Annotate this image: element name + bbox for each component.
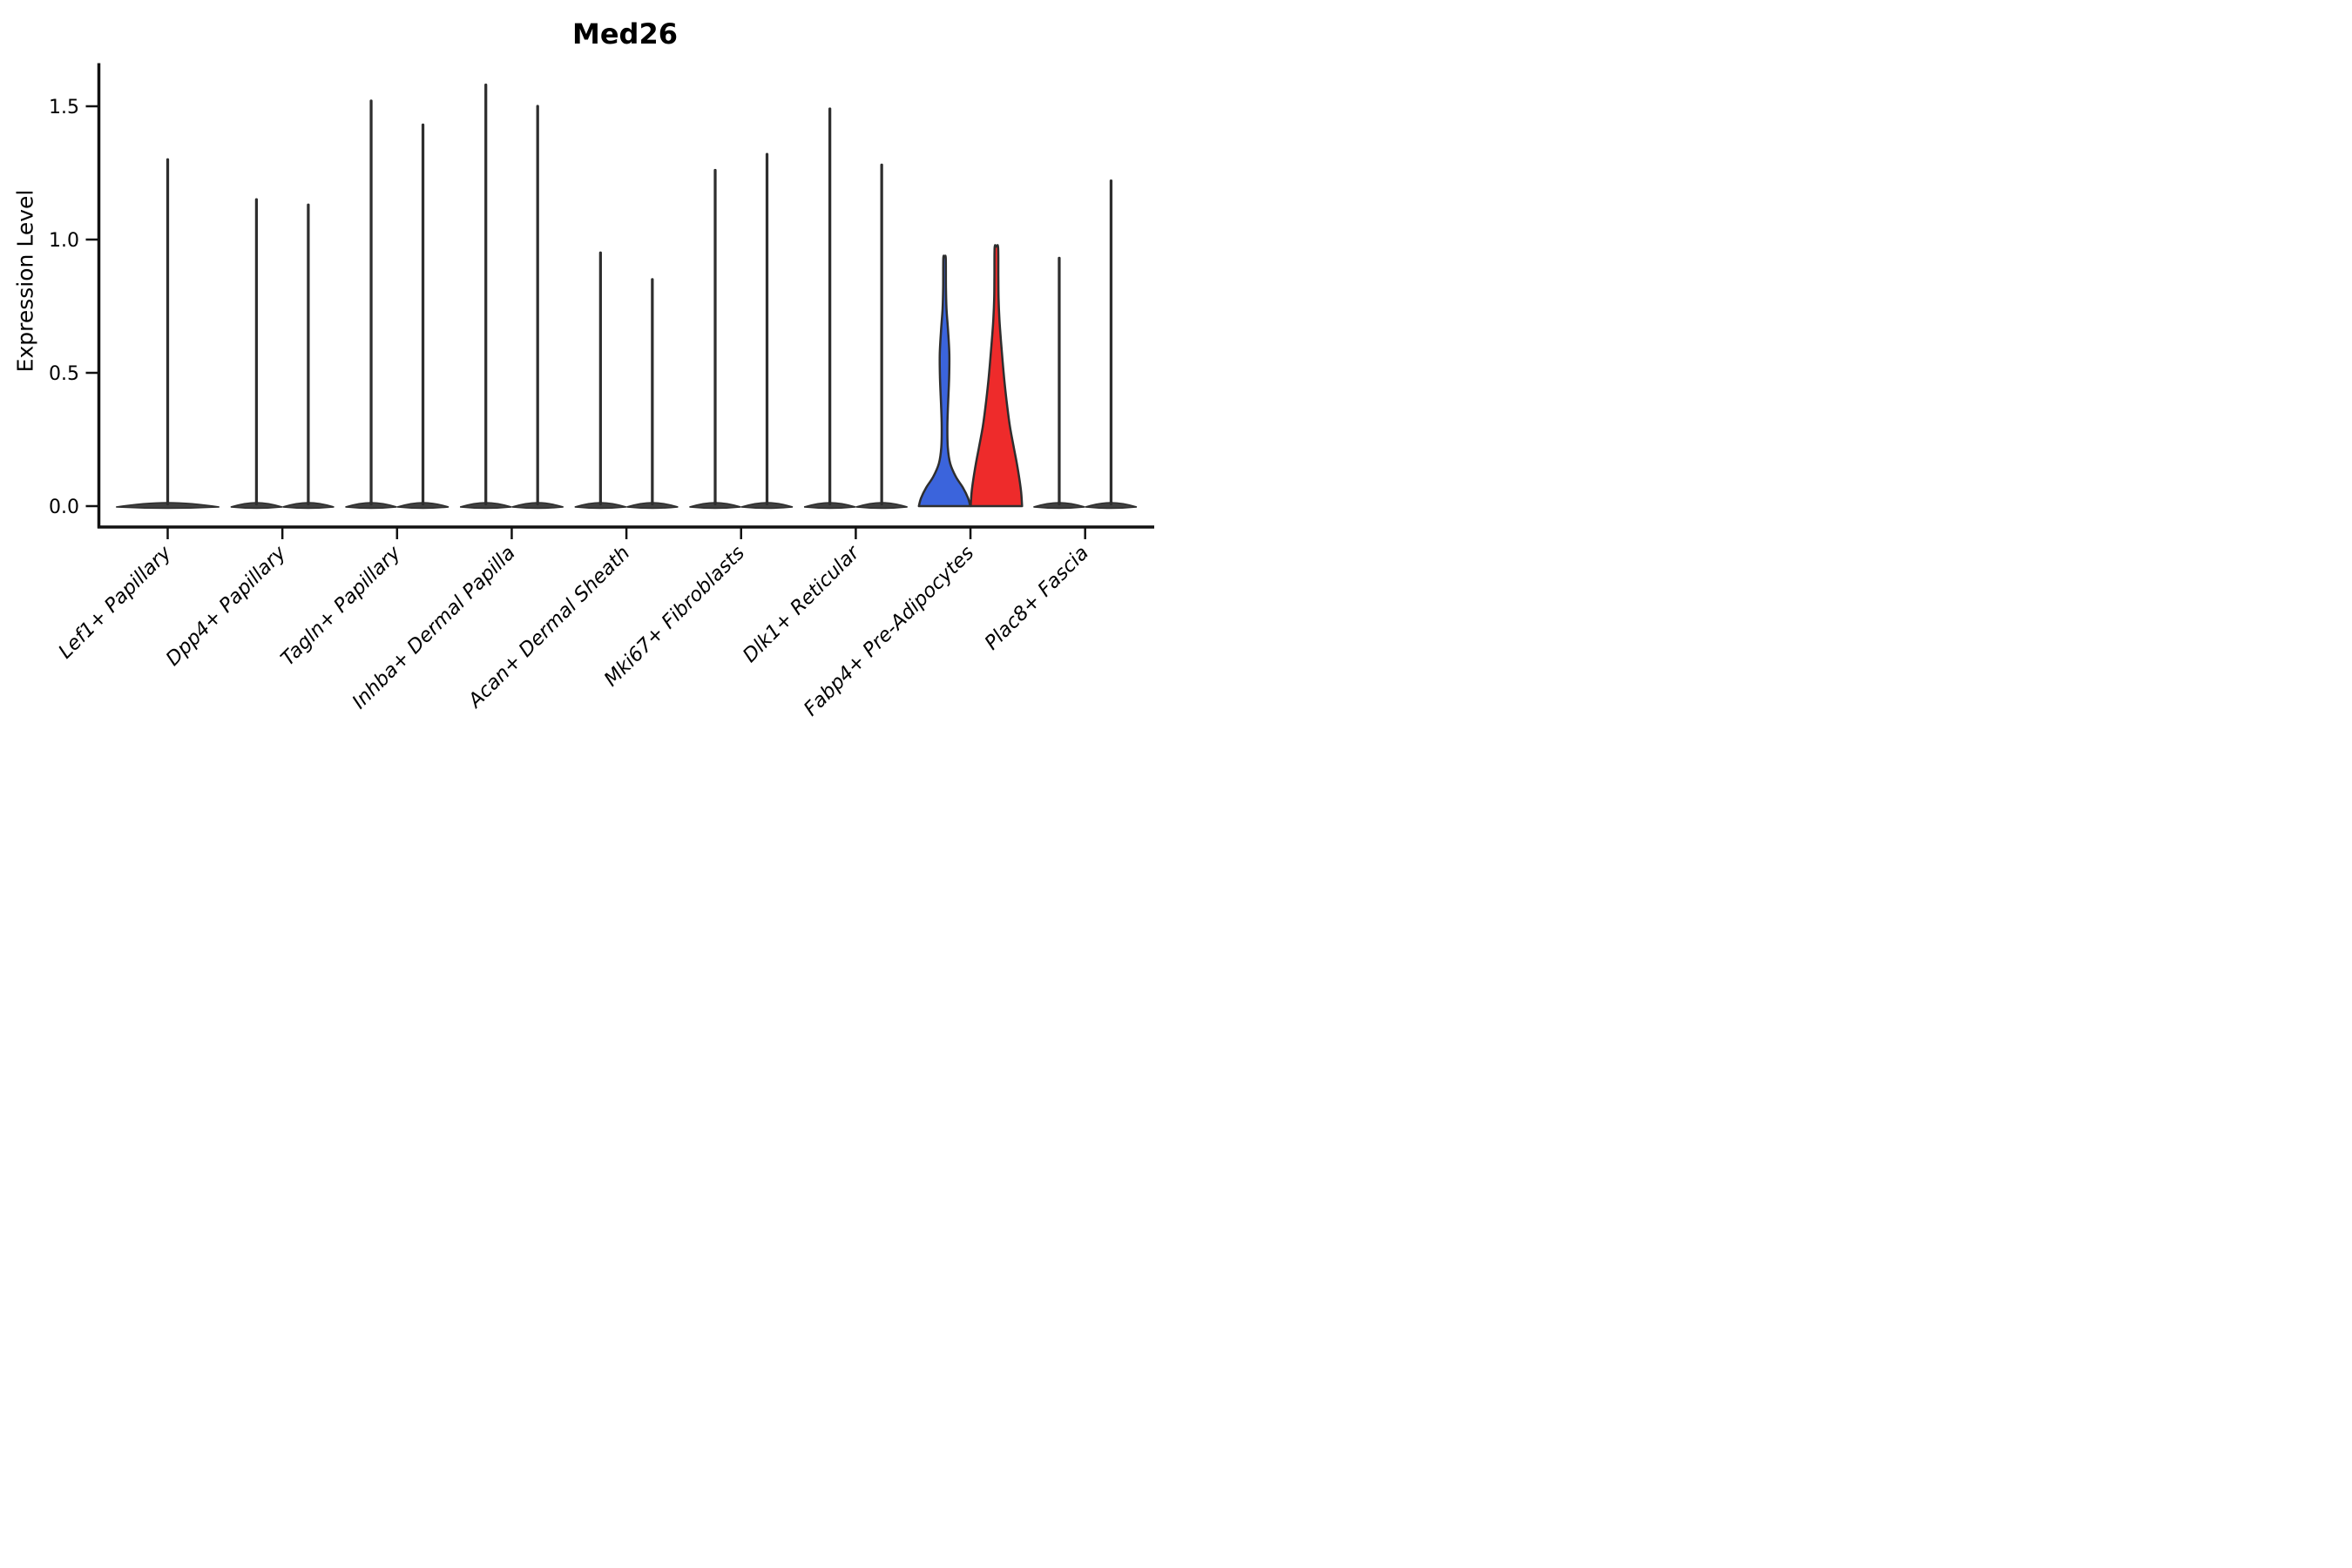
violin-base — [1085, 502, 1138, 510]
y-tick-label: 1.5 — [49, 97, 79, 118]
violin-base — [626, 502, 679, 510]
violin-base — [345, 502, 397, 510]
violin-highlighted — [970, 244, 1024, 508]
violins-layer — [116, 83, 1138, 510]
y-tick-label: 0.0 — [49, 497, 79, 518]
violin-base — [574, 502, 627, 510]
x-tick-label: Dpp4+ Papillary — [162, 541, 291, 670]
violin-base — [740, 502, 794, 510]
y-axis-label: Expression Level — [13, 190, 38, 373]
violin-base — [1033, 502, 1085, 510]
violin-base — [116, 502, 220, 510]
violin-base — [855, 502, 908, 510]
violin-base — [689, 502, 741, 510]
y-tick-label: 0.5 — [49, 363, 79, 385]
x-tick-label: Lef1+ Papillary — [54, 541, 176, 663]
violin-base — [282, 502, 335, 510]
violin-figure: 0.0 0.5 1.0 1.5 Lef1+ Papillary Dpp4+ Papill… — [0, 0, 1176, 784]
chart-title: Med26 — [572, 17, 678, 51]
violin-base — [230, 502, 283, 510]
violin-base — [396, 502, 449, 510]
violin-highlighted — [917, 254, 972, 508]
violin-base — [511, 502, 564, 510]
x-tick-label: Tagln+ Papillary — [276, 541, 405, 670]
y-tick-label: 1.0 — [49, 230, 79, 252]
y-ticks: 0.0 0.5 1.0 1.5 — [49, 97, 99, 518]
x-tick-label: Dlk1+ Reticular — [739, 541, 865, 667]
violin-base — [459, 502, 512, 510]
x-tick-label: Plac8+ Fascia — [980, 542, 1093, 655]
violin-base — [803, 502, 856, 510]
